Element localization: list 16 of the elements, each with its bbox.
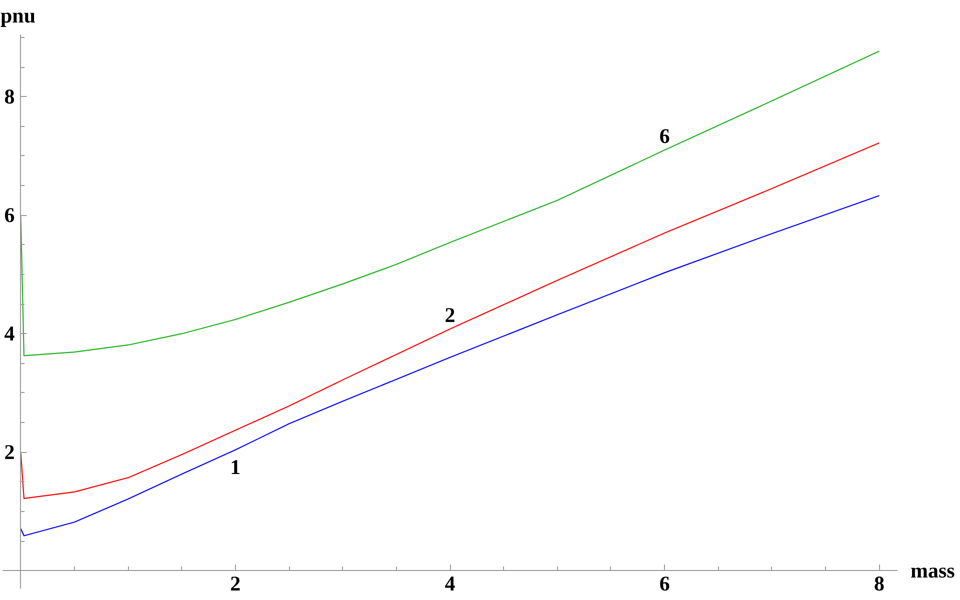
- x-tick-label: 2: [230, 572, 241, 596]
- y-axis-title: pnu: [0, 4, 36, 28]
- x-tick-label: 8: [874, 572, 885, 596]
- y-tick-label: 2: [4, 440, 15, 464]
- series-label: 2: [444, 302, 456, 327]
- x-tick-label: 4: [444, 572, 456, 596]
- series-label: 1: [230, 454, 241, 479]
- x-tick-label: 6: [659, 572, 670, 596]
- y-tick-label: 8: [4, 84, 15, 109]
- line-series: [20, 50, 880, 356]
- y-tick-label: 6: [4, 203, 15, 228]
- series-label: 6: [659, 124, 670, 148]
- x-axis-title: mass: [910, 558, 955, 583]
- line-series: [20, 195, 880, 536]
- y-tick-label: 4: [4, 322, 16, 346]
- line-series: [20, 142, 880, 499]
